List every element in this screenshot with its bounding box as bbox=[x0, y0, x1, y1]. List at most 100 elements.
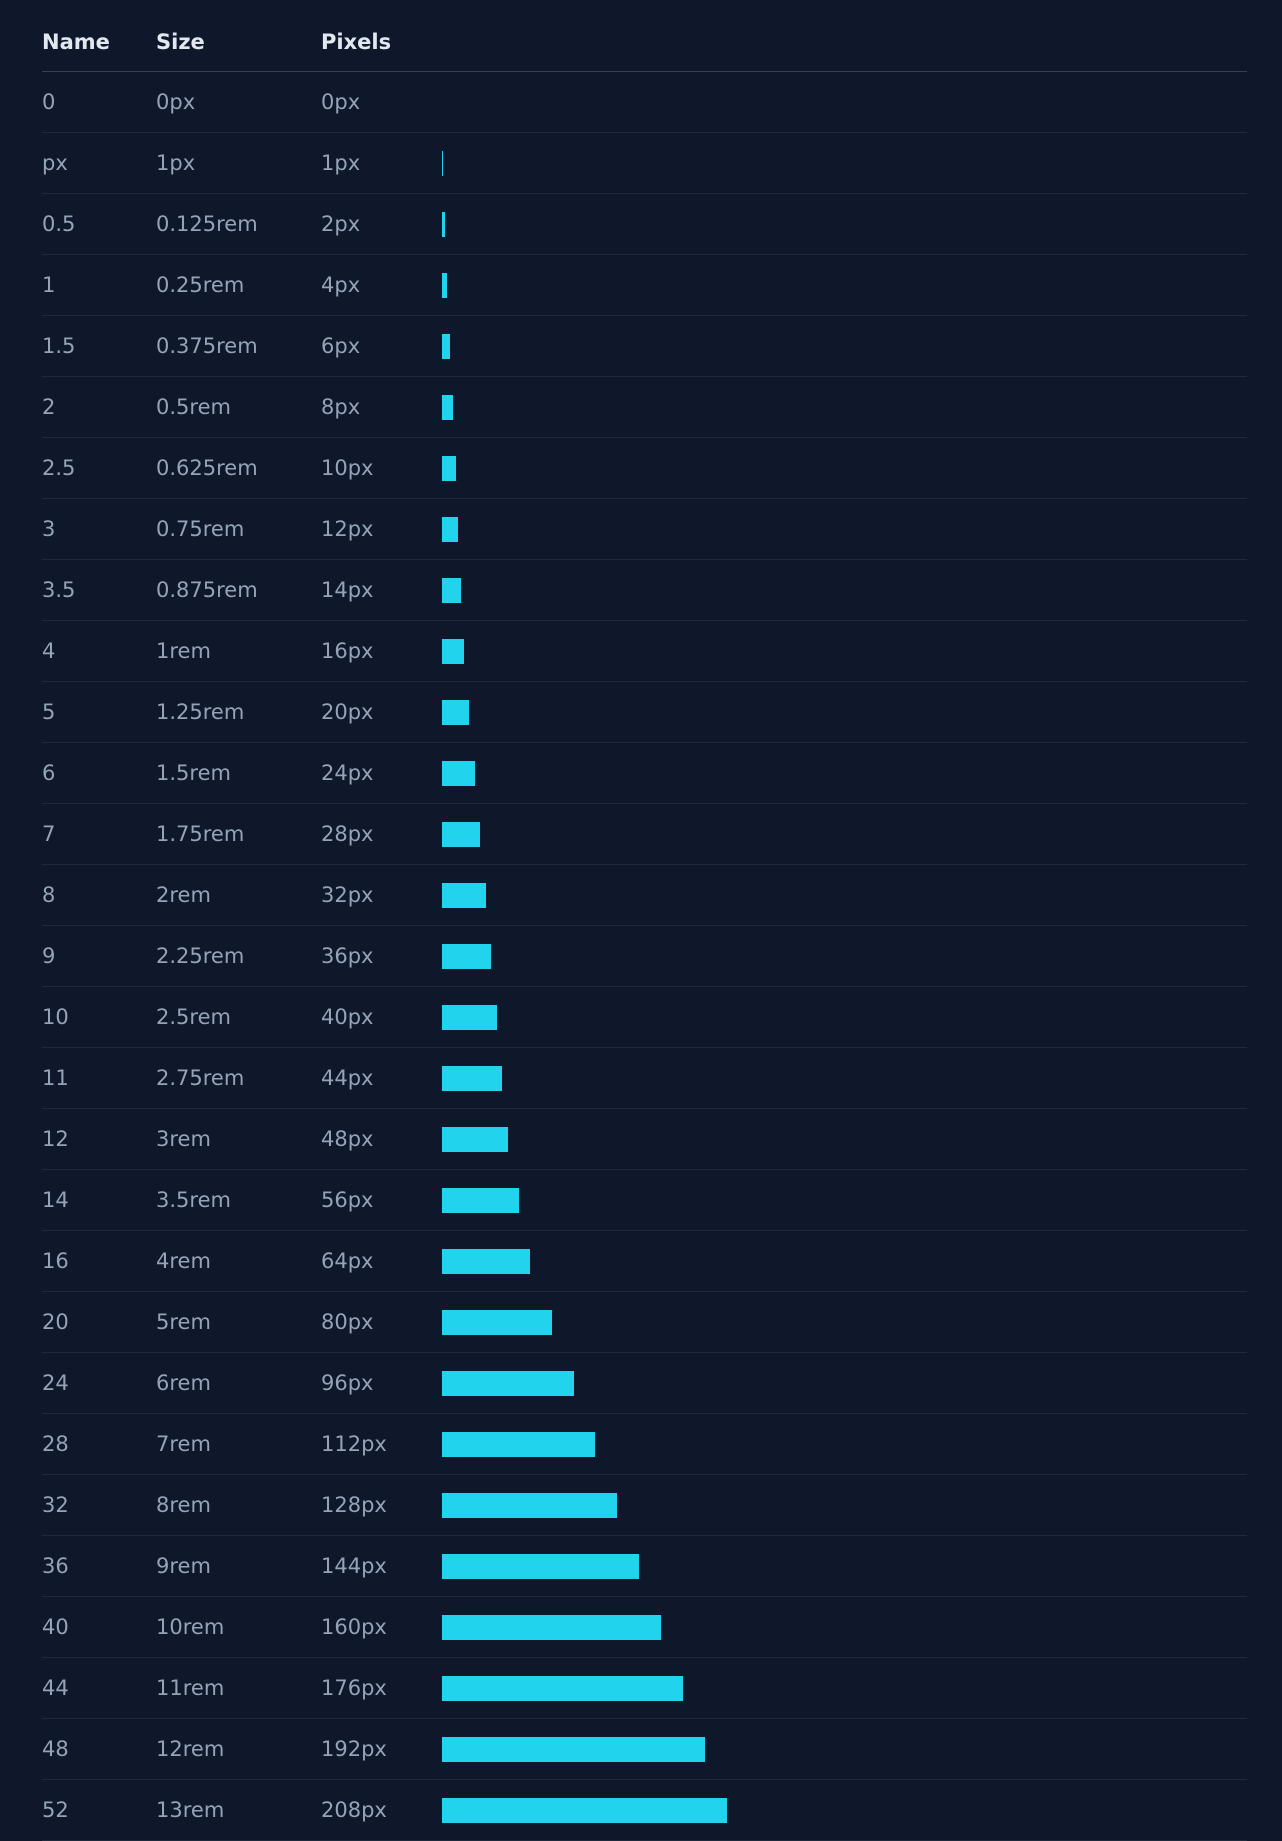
cell-size: 3.5rem bbox=[156, 1188, 231, 1212]
size-bar bbox=[442, 1554, 639, 1579]
cell-pixels: 160px bbox=[321, 1615, 387, 1639]
cell-name: 16 bbox=[42, 1249, 69, 1273]
size-bar bbox=[442, 1249, 530, 1274]
size-bar bbox=[442, 151, 443, 176]
cell-size: 7rem bbox=[156, 1432, 211, 1456]
cell-pixels: 208px bbox=[321, 1798, 387, 1822]
cell-size: 3rem bbox=[156, 1127, 211, 1151]
cell-name: 3.5 bbox=[42, 578, 76, 602]
size-bar bbox=[442, 212, 445, 237]
cell-size: 6rem bbox=[156, 1371, 211, 1395]
table-row: 32 8rem 128px bbox=[42, 1475, 1247, 1536]
table-row: 2 0.5rem 8px bbox=[42, 377, 1247, 438]
cell-name: 14 bbox=[42, 1188, 69, 1212]
table-row: 7 1.75rem 28px bbox=[42, 804, 1247, 865]
table-row: 8 2rem 32px bbox=[42, 865, 1247, 926]
table-row: 36 9rem 144px bbox=[42, 1536, 1247, 1597]
table-row: 16 4rem 64px bbox=[42, 1231, 1247, 1292]
table-row: 12 3rem 48px bbox=[42, 1109, 1247, 1170]
table-row: 0 0px 0px bbox=[42, 72, 1247, 133]
cell-pixels: 6px bbox=[321, 334, 361, 358]
table-row: 52 13rem 208px bbox=[42, 1780, 1247, 1841]
cell-size: 1px bbox=[156, 151, 196, 175]
table-row: 5 1.25rem 20px bbox=[42, 682, 1247, 743]
cell-size: 9rem bbox=[156, 1554, 211, 1578]
cell-pixels: 64px bbox=[321, 1249, 374, 1273]
cell-size: 2rem bbox=[156, 883, 211, 907]
cell-size: 5rem bbox=[156, 1310, 211, 1334]
cell-size: 4rem bbox=[156, 1249, 211, 1273]
table-header: Name Size Pixels bbox=[42, 0, 1247, 72]
size-bar bbox=[442, 1310, 552, 1335]
cell-size: 12rem bbox=[156, 1737, 225, 1761]
cell-name: 28 bbox=[42, 1432, 69, 1456]
table-row: 28 7rem 112px bbox=[42, 1414, 1247, 1475]
table-row: 40 10rem 160px bbox=[42, 1597, 1247, 1658]
table-row: 1.5 0.375rem 6px bbox=[42, 316, 1247, 377]
cell-name: 48 bbox=[42, 1737, 69, 1761]
cell-size: 1.25rem bbox=[156, 700, 245, 724]
size-bar bbox=[442, 1371, 574, 1396]
cell-size: 2.5rem bbox=[156, 1005, 231, 1029]
cell-name: 2 bbox=[42, 395, 56, 419]
table-row: px 1px 1px bbox=[42, 133, 1247, 194]
cell-pixels: 40px bbox=[321, 1005, 374, 1029]
cell-name: 24 bbox=[42, 1371, 69, 1395]
cell-pixels: 0px bbox=[321, 90, 361, 114]
cell-name: 36 bbox=[42, 1554, 69, 1578]
size-bar bbox=[442, 395, 453, 420]
size-bar bbox=[442, 1798, 727, 1823]
table-row: 48 12rem 192px bbox=[42, 1719, 1247, 1780]
table-row: 9 2.25rem 36px bbox=[42, 926, 1247, 987]
cell-name: 0 bbox=[42, 90, 56, 114]
cell-pixels: 20px bbox=[321, 700, 374, 724]
table-row: 11 2.75rem 44px bbox=[42, 1048, 1247, 1109]
table-row: 24 6rem 96px bbox=[42, 1353, 1247, 1414]
cell-pixels: 176px bbox=[321, 1676, 387, 1700]
size-bar bbox=[442, 883, 486, 908]
size-bar bbox=[442, 1005, 497, 1030]
cell-name: 20 bbox=[42, 1310, 69, 1334]
size-bar bbox=[442, 822, 480, 847]
cell-size: 2.75rem bbox=[156, 1066, 245, 1090]
table-row: 4 1rem 16px bbox=[42, 621, 1247, 682]
cell-pixels: 4px bbox=[321, 273, 361, 297]
cell-size: 11rem bbox=[156, 1676, 225, 1700]
cell-pixels: 192px bbox=[321, 1737, 387, 1761]
size-bar bbox=[442, 944, 491, 969]
cell-name: 7 bbox=[42, 822, 56, 846]
cell-name: 4 bbox=[42, 639, 56, 663]
size-bar bbox=[442, 700, 469, 725]
header-pixels: Pixels bbox=[321, 30, 392, 54]
cell-size: 1rem bbox=[156, 639, 211, 663]
cell-pixels: 24px bbox=[321, 761, 374, 785]
size-bar bbox=[442, 456, 456, 481]
cell-name: 1 bbox=[42, 273, 56, 297]
size-bar bbox=[442, 1615, 661, 1640]
table-row: 3 0.75rem 12px bbox=[42, 499, 1247, 560]
size-bar bbox=[442, 1493, 617, 1518]
cell-size: 0.375rem bbox=[156, 334, 258, 358]
cell-pixels: 14px bbox=[321, 578, 374, 602]
table-body: 0 0px 0px px 1px 1px 0.5 0.125rem 2px 1 0.25rem 4px… bbox=[42, 72, 1247, 1841]
size-bar bbox=[442, 1127, 508, 1152]
table-row: 6 1.5rem 24px bbox=[42, 743, 1247, 804]
cell-pixels: 144px bbox=[321, 1554, 387, 1578]
cell-pixels: 48px bbox=[321, 1127, 374, 1151]
cell-name: 0.5 bbox=[42, 212, 76, 236]
table-row: 3.5 0.875rem 14px bbox=[42, 560, 1247, 621]
cell-pixels: 8px bbox=[321, 395, 361, 419]
table-row: 14 3.5rem 56px bbox=[42, 1170, 1247, 1231]
cell-size: 1.5rem bbox=[156, 761, 231, 785]
cell-size: 0.625rem bbox=[156, 456, 258, 480]
size-bar bbox=[442, 273, 447, 298]
table-row: 10 2.5rem 40px bbox=[42, 987, 1247, 1048]
cell-pixels: 80px bbox=[321, 1310, 374, 1334]
cell-pixels: 2px bbox=[321, 212, 361, 236]
cell-name: 6 bbox=[42, 761, 56, 785]
table-row: 44 11rem 176px bbox=[42, 1658, 1247, 1719]
cell-name: 12 bbox=[42, 1127, 69, 1151]
cell-size: 13rem bbox=[156, 1798, 225, 1822]
size-bar bbox=[442, 1737, 705, 1762]
size-bar bbox=[442, 761, 475, 786]
